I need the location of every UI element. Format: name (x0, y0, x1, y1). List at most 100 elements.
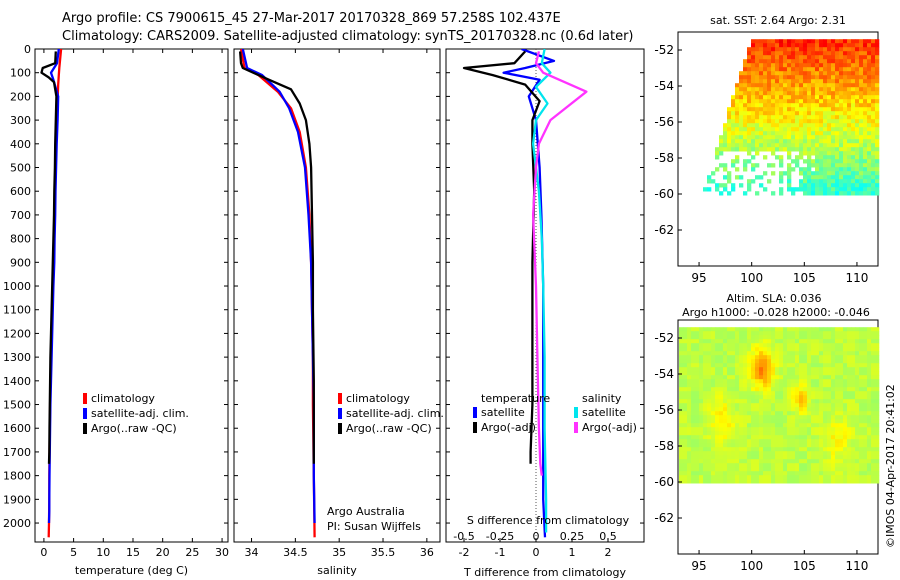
heatmap-cell (759, 335, 764, 340)
heatmap-cell (855, 411, 860, 416)
heatmap-cell (823, 159, 828, 164)
heatmap-cell (751, 423, 756, 428)
heatmap-cell (835, 147, 840, 152)
heatmap-cell (787, 435, 792, 440)
heatmap-cell (795, 139, 800, 144)
heatmap-cell (727, 395, 732, 400)
heatmap-cell (727, 471, 732, 476)
heatmap-cell (863, 479, 868, 484)
heatmap-cell (767, 375, 772, 380)
heatmap-cell (751, 75, 756, 80)
heatmap-cell (835, 47, 840, 52)
heatmap-cell (815, 107, 820, 112)
heatmap-cell (847, 387, 852, 392)
heatmap-cell (759, 103, 764, 108)
heatmap-cell (763, 103, 768, 108)
heatmap-cell (803, 335, 808, 340)
heatmap-cell (755, 459, 760, 464)
heatmap-cell (863, 359, 868, 364)
heatmap-cell (683, 411, 688, 416)
heatmap-cell (707, 383, 712, 388)
heatmap-cell (751, 431, 756, 436)
heatmap-cell (743, 139, 748, 144)
heatmap-cell (743, 391, 748, 396)
heatmap-cell (727, 407, 732, 412)
heatmap-cell (867, 183, 872, 188)
heatmap-cell (831, 171, 836, 176)
heatmap-cell (783, 387, 788, 392)
heatmap-cell (819, 351, 824, 356)
heatmap-cell (807, 83, 812, 88)
heatmap-cell (855, 179, 860, 184)
heatmap-cell (743, 99, 748, 104)
heatmap-cell (871, 383, 876, 388)
heatmap-cell (787, 47, 792, 52)
heatmap-cell (835, 355, 840, 360)
heatmap-cell (827, 47, 832, 52)
heatmap-cell (835, 187, 840, 192)
heatmap-cell (827, 95, 832, 100)
heatmap-cell (803, 383, 808, 388)
heatmap-cell (815, 47, 820, 52)
heatmap-cell (747, 159, 752, 164)
heatmap-cell (839, 423, 844, 428)
heatmap-cell (875, 371, 880, 376)
heatmap-cell (855, 343, 860, 348)
heatmap-cell (687, 451, 692, 456)
heatmap-cell (771, 399, 776, 404)
heatmap-cell (735, 411, 740, 416)
heatmap-cell (775, 467, 780, 472)
heatmap-cell (871, 155, 876, 160)
heatmap-cell (759, 55, 764, 60)
heatmap-cell (679, 375, 684, 380)
heatmap-cell (799, 115, 804, 120)
heatmap-cell (807, 179, 812, 184)
heatmap-cell (759, 79, 764, 84)
heatmap-cell (827, 423, 832, 428)
heatmap-cell (851, 135, 856, 140)
heatmap-cell (791, 335, 796, 340)
heatmap-cell (847, 463, 852, 468)
heatmap-cell (739, 479, 744, 484)
heatmap-cell (759, 99, 764, 104)
heatmap-cell (755, 403, 760, 408)
heatmap-cell (831, 427, 836, 432)
heatmap-cell (851, 91, 856, 96)
heatmap-cell (759, 51, 764, 56)
heatmap-cell (779, 127, 784, 132)
heatmap-cell (795, 187, 800, 192)
heatmap-cell (855, 459, 860, 464)
heatmap-cell (867, 343, 872, 348)
heatmap-cell (819, 95, 824, 100)
heatmap-cell (743, 411, 748, 416)
heatmap-cell (755, 91, 760, 96)
heatmap-cell (831, 47, 836, 52)
heatmap-cell (871, 135, 876, 140)
heatmap-cell (827, 419, 832, 424)
heatmap-cell (803, 143, 808, 148)
heatmap-cell (795, 335, 800, 340)
heatmap-cell (751, 347, 756, 352)
heatmap-cell (747, 415, 752, 420)
heatmap-cell (691, 331, 696, 336)
heatmap-cell (851, 99, 856, 104)
heatmap-cell (839, 339, 844, 344)
heatmap-cell (843, 131, 848, 136)
heatmap-cell (771, 439, 776, 444)
heatmap-cell (851, 339, 856, 344)
heatmap-cell (847, 335, 852, 340)
heatmap-cell (835, 379, 840, 384)
heatmap-cell (711, 335, 716, 340)
heatmap-cell (683, 467, 688, 472)
heatmap-cell (855, 95, 860, 100)
heatmap-cell (867, 363, 872, 368)
heatmap-cell (851, 363, 856, 368)
heatmap-cell (807, 459, 812, 464)
heatmap-cell (719, 451, 724, 456)
heatmap-cell (771, 363, 776, 368)
heatmap-cell (851, 419, 856, 424)
heatmap-cell (823, 447, 828, 452)
heatmap-cell (799, 55, 804, 60)
heatmap-cell (819, 355, 824, 360)
heatmap-cell (795, 103, 800, 108)
